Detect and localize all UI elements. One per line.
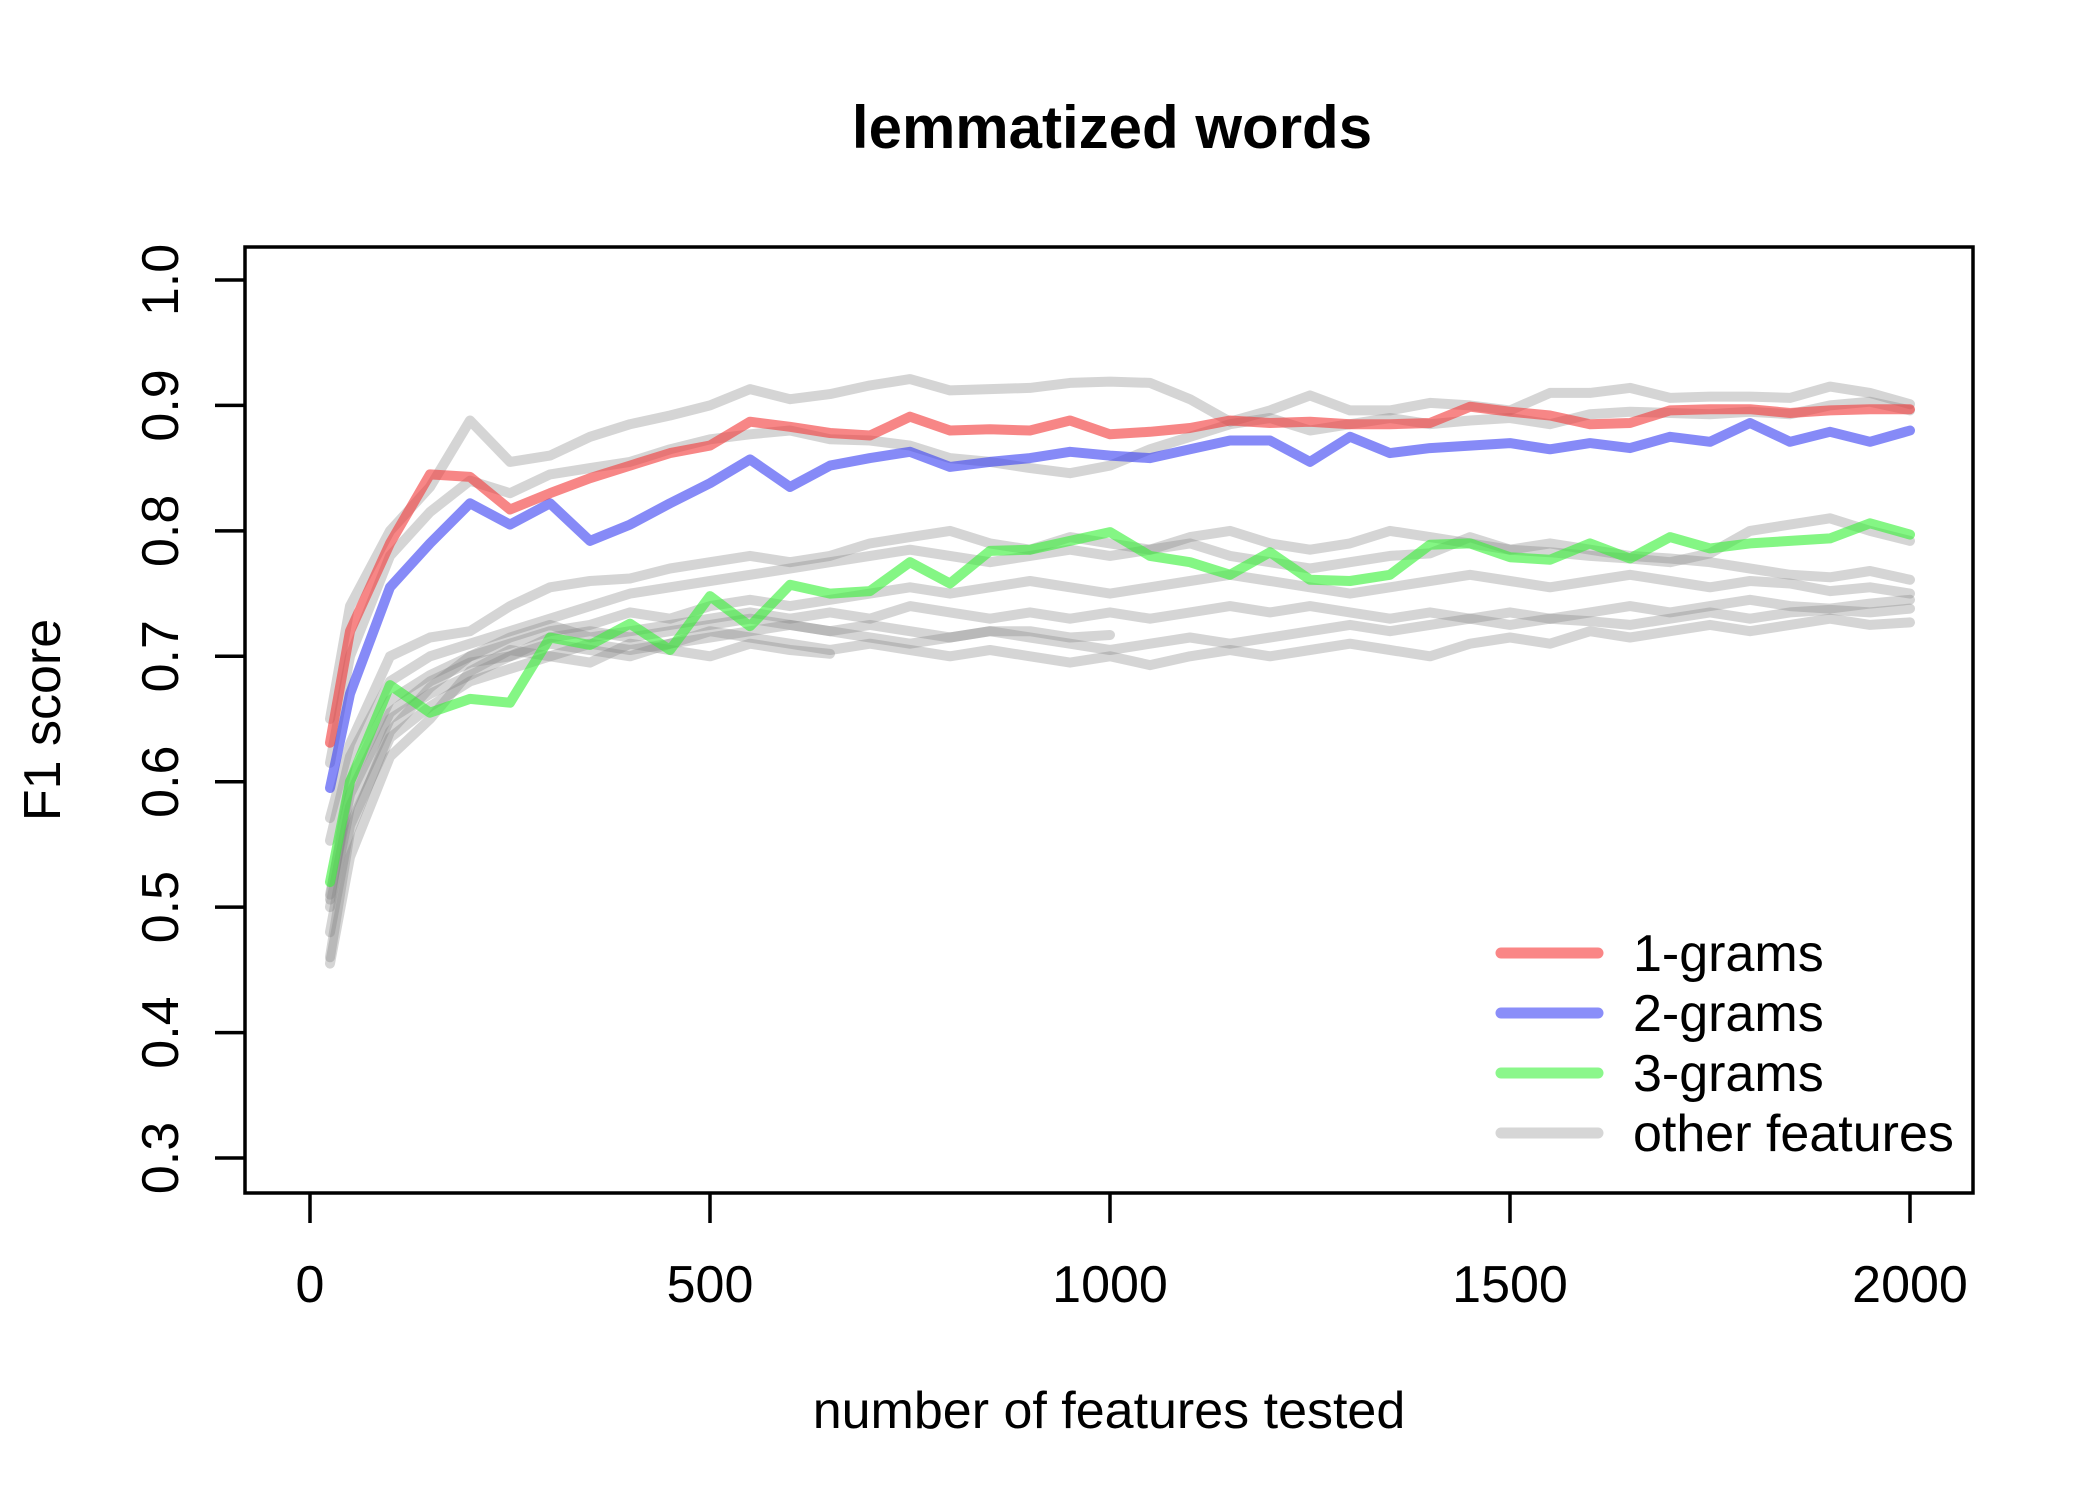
series-line-other-features [325, 638, 835, 969]
series-line-other-features [325, 396, 1915, 768]
legend-label-1-grams: 1-grams [1633, 925, 1824, 983]
series-line-other-features [325, 594, 1915, 963]
series-line-3-grams [325, 518, 1915, 888]
y-tick-label: 1.0 [132, 244, 190, 316]
x-axis-label: number of features tested [813, 1382, 1406, 1440]
series-line-other-features [325, 613, 1915, 938]
x-tick-label: 1000 [1052, 1256, 1168, 1314]
legend-label-other-features: other features [1633, 1105, 1954, 1163]
y-tick-label: 0.7 [132, 620, 190, 692]
y-tick-label: 0.3 [132, 1122, 190, 1194]
y-tick-label: 0.9 [132, 369, 190, 441]
y-tick-label: 0.4 [132, 996, 190, 1068]
legend-label-3-grams: 3-grams [1633, 1045, 1824, 1103]
series-line-2-grams [325, 418, 1915, 793]
x-tick-label: 0 [296, 1256, 325, 1314]
legend-label-2-grams: 2-grams [1633, 985, 1824, 1043]
series-line-1-grams [325, 401, 1915, 748]
series-line-other-features [325, 525, 1915, 824]
y-tick-label: 0.8 [132, 495, 190, 567]
y-axis-label: F1 score [14, 619, 72, 821]
x-tick-label: 1500 [1452, 1256, 1568, 1314]
series-line-other-features [325, 374, 1915, 724]
series-layer [325, 374, 1915, 969]
axes-layer: 0 500 1000 1500 2000 0.3 0.4 0.5 0.6 0.7 0.8 0.9 1.0 [132, 244, 1975, 1314]
series-line-other-features [325, 513, 1915, 846]
series-line-other-features [325, 569, 1915, 905]
y-tick-label: 0.5 [132, 871, 190, 943]
chart-title: lemmatized words [852, 94, 1372, 161]
x-tick-label: 2000 [1852, 1256, 1968, 1314]
y-tick-label: 0.6 [132, 746, 190, 818]
series-line-other-features [325, 613, 1115, 900]
series-line-other-features [325, 603, 1915, 913]
x-tick-label: 500 [667, 1256, 754, 1314]
